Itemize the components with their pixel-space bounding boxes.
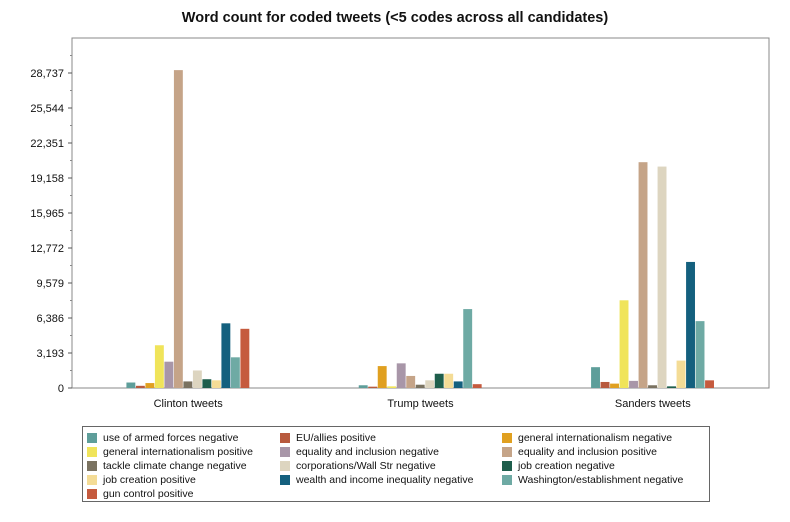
bar [368, 386, 378, 388]
bar [154, 345, 164, 388]
bar-chart: 0 3,193 6,386 9,579 12,772 15,965 19,158 22,351… [30, 37, 770, 410]
x-axis: Clinton tweets Trump tweets Sanders tweets [154, 398, 692, 410]
legend-item: corporations/Wall Str negative [280, 459, 502, 472]
bar [629, 380, 638, 388]
legend-item: equality and inclusion negative [280, 445, 502, 458]
bar [676, 360, 686, 388]
legend-label: corporations/Wall Str negative [296, 459, 436, 472]
legend-label: general internationalism negative [518, 431, 673, 444]
y-axis: 0 3,193 6,386 9,579 12,772 15,965 19,158 22,351… [30, 55, 72, 395]
legend-swatch [280, 446, 290, 457]
legend-item: general internationalism positive [87, 445, 280, 458]
bar [406, 375, 416, 388]
bar [695, 321, 705, 388]
legend-swatch [87, 488, 97, 499]
bar [145, 383, 155, 388]
bar [183, 381, 193, 388]
bar [387, 386, 397, 388]
legend-item: use of armed forces negative [87, 431, 280, 444]
bar [705, 380, 714, 388]
x-category-label: Sanders tweets [615, 398, 691, 410]
y-tick-label: 28,737 [30, 68, 64, 80]
legend-label: gun control positive [103, 487, 194, 500]
bar [126, 382, 136, 388]
legend-swatch [280, 460, 290, 471]
legend-item: EU/allies positive [280, 431, 502, 444]
legend-swatch [87, 432, 97, 443]
y-tick-label: 22,351 [30, 138, 64, 150]
legend-swatch [87, 474, 97, 485]
legend-item: wealth and income inequality negative [280, 473, 502, 486]
bar [619, 300, 629, 388]
legend-label: use of armed forces negative [103, 431, 239, 444]
legend-item: Washington/establishment negative [502, 473, 707, 486]
bar [472, 384, 482, 388]
bar [648, 385, 657, 388]
y-tick-label: 15,965 [30, 208, 64, 220]
legend-swatch [502, 474, 512, 485]
y-tick-label: 25,544 [30, 103, 64, 115]
legend-swatch [280, 474, 290, 485]
bar [396, 363, 406, 388]
bar [425, 380, 435, 388]
legend-item: job creation positive [87, 473, 280, 486]
legend-swatch [502, 460, 512, 471]
x-category-label: Clinton tweets [154, 398, 224, 410]
legend-swatch [502, 446, 512, 457]
bar [221, 323, 231, 388]
bar [358, 385, 368, 388]
chart-title: Word count for coded tweets (<5 codes ac… [181, 10, 609, 26]
bar [202, 379, 212, 388]
bar [173, 70, 183, 389]
bar [591, 367, 600, 388]
y-tick-label: 6,386 [36, 313, 64, 325]
bar [135, 385, 145, 388]
bar [657, 166, 667, 388]
y-tick-label: 3,193 [36, 348, 64, 360]
bar [610, 383, 619, 388]
bar [600, 381, 610, 388]
bar [192, 370, 202, 388]
legend-item: gun control positive [87, 487, 280, 500]
legend-item: tackle climate change negative [87, 459, 280, 472]
bar [164, 361, 174, 388]
legend-label: EU/allies positive [296, 431, 376, 444]
legend-swatch [87, 460, 97, 471]
y-tick-label: 19,158 [30, 173, 64, 185]
bar [686, 261, 695, 388]
bar [377, 366, 387, 388]
legend-grid: use of armed forces negative EU/allies po… [87, 431, 707, 500]
legend: use of armed forces negative EU/allies po… [82, 426, 710, 502]
bar [444, 373, 454, 388]
bar [230, 357, 240, 388]
y-tick-label: 0 [58, 383, 64, 395]
y-tick-label: 12,772 [30, 243, 64, 255]
legend-item: general internationalism negative [502, 431, 707, 444]
bar [434, 373, 444, 388]
legend-swatch [280, 432, 290, 443]
legend-item: equality and inclusion positive [502, 445, 707, 458]
bar [240, 328, 250, 388]
legend-label: equality and inclusion negative [296, 445, 440, 458]
bars-layer [126, 70, 714, 389]
bar [415, 384, 425, 388]
bar [667, 386, 676, 388]
legend-label: job creation positive [103, 473, 196, 486]
bar [453, 381, 463, 388]
bar [638, 162, 648, 388]
legend-label: wealth and income inequality negative [296, 473, 474, 486]
legend-swatch [502, 432, 512, 443]
legend-label: job creation negative [518, 459, 615, 472]
legend-label: equality and inclusion positive [518, 445, 657, 458]
legend-label: tackle climate change negative [103, 459, 247, 472]
legend-label: Washington/establishment negative [518, 473, 684, 486]
legend-swatch [87, 446, 97, 457]
legend-label: general internationalism positive [103, 445, 253, 458]
bar [463, 309, 473, 388]
bar [211, 380, 221, 388]
x-category-label: Trump tweets [387, 398, 454, 410]
legend-item: job creation negative [502, 459, 707, 472]
y-tick-label: 9,579 [36, 278, 64, 290]
